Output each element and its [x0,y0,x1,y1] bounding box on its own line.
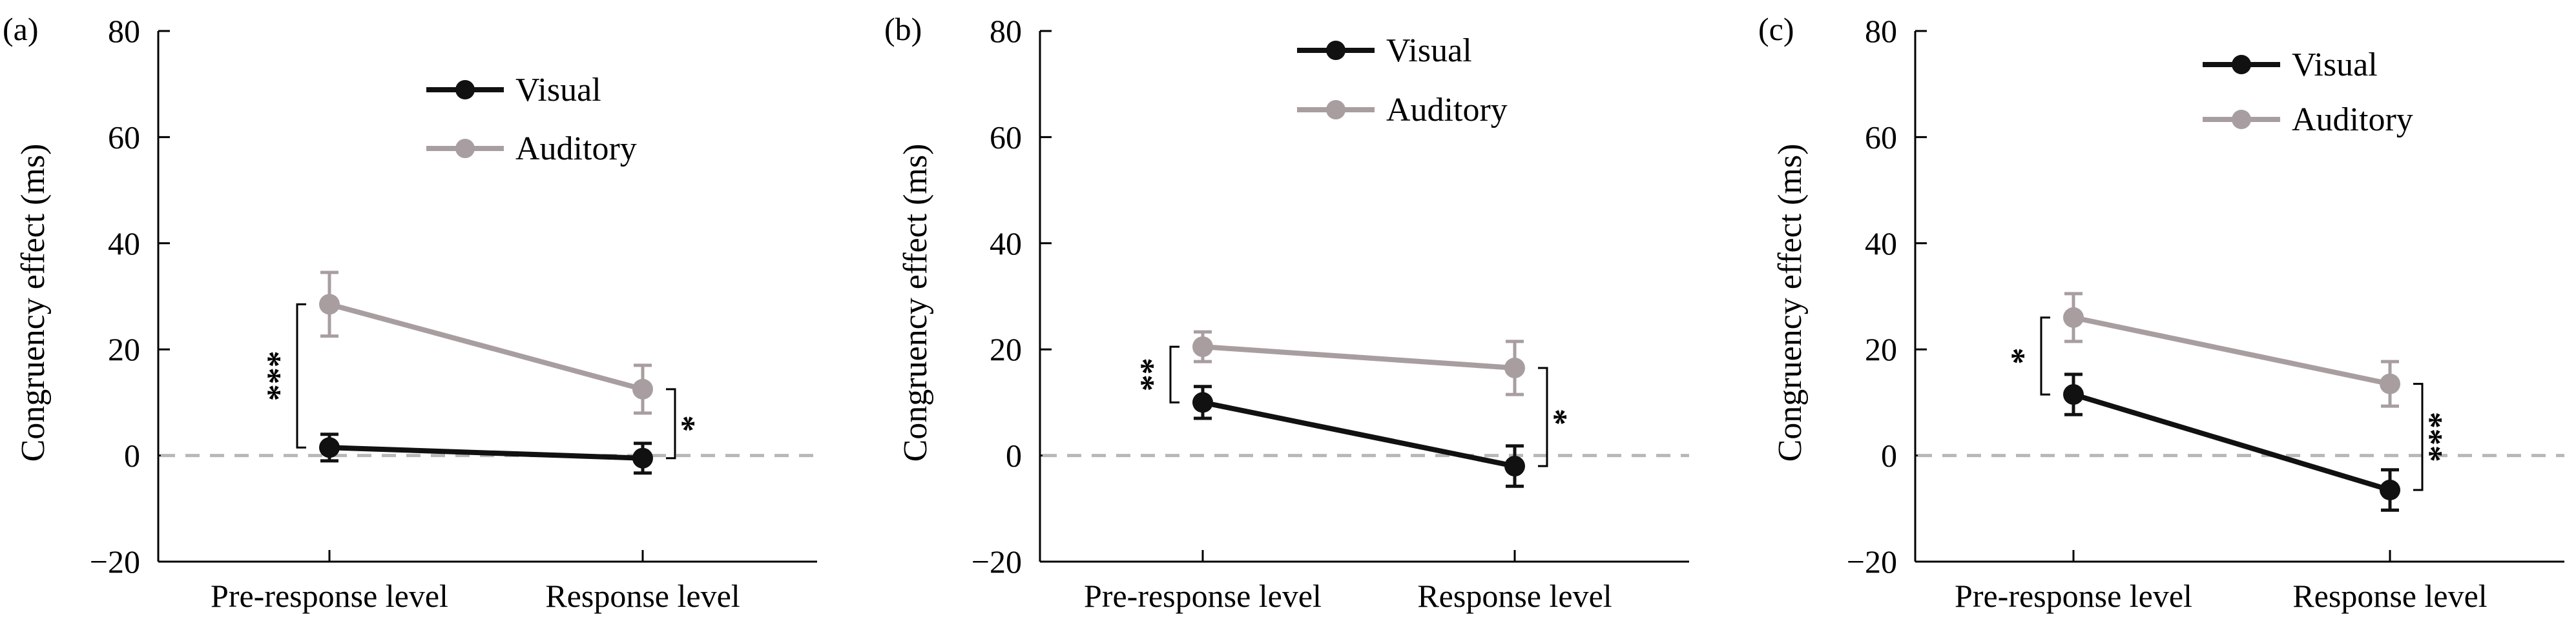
y-tick-label: 20 [990,331,1022,367]
legend-marker-visual [1326,41,1345,60]
significance-bracket [2040,316,2050,396]
panel-label: (c) [1758,11,1794,47]
series-line-auditory [328,301,644,392]
data-point-auditory [319,294,340,315]
data-point-visual [2063,384,2084,405]
significance-bracket [2413,383,2424,491]
chart-panel-b: (b) Congruency effect (ms) −20 0 20 40 60 80 Pre… [884,11,1689,614]
series-line-visual [329,445,643,461]
legend-label-visual: Visual [1386,32,1472,69]
significance-label: *** [261,351,298,401]
data-point-visual [1192,392,1213,413]
y-axis-label: Congruency effect (ms) [897,144,934,462]
y-tick-label: 60 [108,119,140,155]
chart-panel-c: (c) Congruency effect (ms) −20 0 20 40 60 80 Pre… [1758,11,2564,614]
y-tick-label: 80 [990,13,1022,49]
y-tick-label: 40 [1865,225,1897,261]
y-tick-label: 80 [108,13,140,49]
legend-label-auditory: Auditory [515,130,637,167]
y-tick-label: 0 [124,438,140,474]
y-tick-label: 60 [990,119,1022,155]
data-point-visual [632,447,653,469]
y-tick-label: 40 [990,225,1022,261]
y-axis-label: Congruency effect (ms) [1772,144,1809,462]
y-tick-label: 0 [1006,438,1022,474]
x-tick-label: Pre-response level [1955,578,2192,614]
series-line-visual [1202,400,1515,469]
y-tick-label: 0 [1881,438,1897,474]
y-tick-label: 60 [1865,119,1897,155]
significance-bracket [666,388,676,460]
chart-panel-a: (a) Congruency effect (ms) −20 0 20 40 60 80 Pre… [3,11,817,614]
significance-label: ** [1134,358,1171,391]
panel-label: (b) [884,11,922,47]
legend-marker-auditory [1326,100,1345,119]
data-point-auditory [1504,357,1525,378]
legend-label-auditory: Auditory [1386,92,1508,128]
significance-label: * [1547,409,1584,425]
data-point-visual [2380,480,2400,501]
panel-label: (a) [3,11,39,47]
data-point-auditory [1192,336,1213,358]
y-tick-label: −20 [971,544,1022,580]
significance-bracket [1169,345,1179,403]
legend-label-auditory: Auditory [2292,101,2413,138]
legend-marker-visual [455,80,475,99]
x-tick-label: Pre-response level [211,578,448,614]
y-tick-label: −20 [90,544,140,580]
significance-label: *** [2422,412,2459,462]
x-tick-label: Response level [1417,578,1612,614]
significance-bracket [296,303,306,449]
x-tick-label: Response level [545,578,740,614]
y-tick-label: 20 [108,331,140,367]
series-line-visual [2072,392,2391,493]
legend-marker-auditory [2232,110,2251,129]
legend-label-visual: Visual [2292,46,2378,83]
y-tick-label: 80 [1865,13,1897,49]
data-point-auditory [632,378,653,400]
significance-bracket [1538,367,1548,467]
legend-label-visual: Visual [515,72,601,108]
y-tick-label: 40 [108,225,140,261]
series-line-auditory [1202,344,1515,371]
legend-marker-visual [2232,55,2251,74]
data-point-visual [319,437,340,458]
y-tick-label: −20 [1847,544,1897,580]
x-tick-label: Pre-response level [1084,578,1322,614]
y-axis-label: Congruency effect (ms) [15,144,52,462]
y-tick-label: 20 [1865,331,1897,367]
significance-label: * [2005,347,2042,364]
legend-marker-auditory [455,139,475,158]
x-tick-label: Response level [2292,578,2487,614]
data-point-visual [1504,456,1525,477]
data-point-auditory [2380,373,2400,394]
significance-label: * [675,415,712,432]
series-line-auditory [2073,314,2391,387]
data-point-auditory [2063,307,2084,328]
